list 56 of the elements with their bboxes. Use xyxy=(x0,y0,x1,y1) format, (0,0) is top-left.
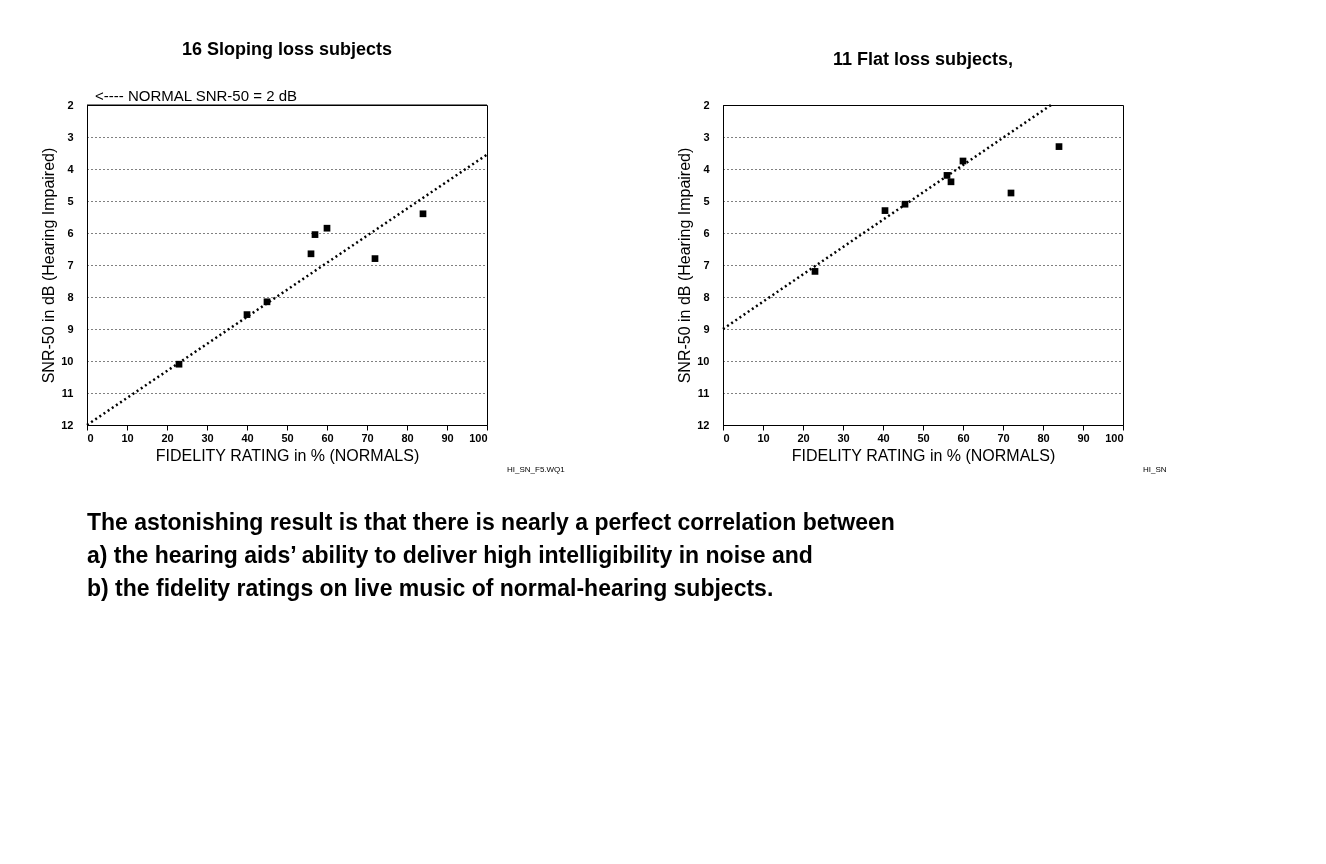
y-axis-title: SNR-50 in dB (Hearing Impaired) xyxy=(40,147,58,384)
x-tick-label: 60 xyxy=(321,431,334,444)
text: b) the fidelity ratings on live music of normal-hearing subjects. xyxy=(87,574,774,601)
y-tick-label: 12 xyxy=(697,418,710,431)
y-tick-label: 10 xyxy=(697,354,710,367)
y-tick-label: 7 xyxy=(703,258,710,271)
x-tick-label: 90 xyxy=(1077,431,1090,444)
y-tick-label: 2 xyxy=(703,98,710,111)
y-tick-label: 6 xyxy=(67,226,74,239)
y-tick-label: 11 xyxy=(61,386,74,399)
text: HI_SN xyxy=(1143,465,1167,474)
y-tick-label: 10 xyxy=(61,354,74,367)
x-tick-label: 20 xyxy=(797,431,810,444)
chart-title: 11 Flat loss subjects, xyxy=(832,49,1014,69)
x-tick-label: 70 xyxy=(997,431,1010,444)
y-tick-label: 11 xyxy=(697,386,710,399)
x-tick-label: 50 xyxy=(281,431,294,444)
y-tick-label: 4 xyxy=(67,162,75,175)
y-tick-label: 8 xyxy=(703,290,710,303)
chart-title: 16 Sloping loss subjects xyxy=(181,39,393,59)
x-axis-title: FIDELITY RATING in % (NORMALS) xyxy=(791,446,1056,464)
x-tick-label: 40 xyxy=(241,431,254,444)
text: The astonishing result is that there is nearly a perfect correlation between xyxy=(87,508,895,535)
y-tick-label: 4 xyxy=(703,162,711,175)
y-tick-label: 6 xyxy=(703,226,710,239)
y-tick-label: 9 xyxy=(67,322,74,335)
x-tick-label: 10 xyxy=(121,431,134,444)
x-axis-title: FIDELITY RATING in % (NORMALS) xyxy=(155,446,420,464)
x-tick-label: 40 xyxy=(877,431,890,444)
x-tick-label: 50 xyxy=(917,431,930,444)
x-tick-label: 0 xyxy=(87,431,94,444)
x-tick-label: 0 xyxy=(723,431,730,444)
x-tick-label: 80 xyxy=(1037,431,1050,444)
y-axis-title: SNR-50 in dB (Hearing Impaired) xyxy=(676,147,694,384)
x-tick-label: 60 xyxy=(957,431,970,444)
text: a) the hearing aids’ ability to deliver high intelligibility in noise and xyxy=(87,541,813,568)
x-tick-label: 80 xyxy=(401,431,414,444)
y-tick-label: 3 xyxy=(67,130,74,143)
y-tick-label: 3 xyxy=(703,130,710,143)
y-tick-label: 5 xyxy=(67,194,74,207)
x-tick-label: 30 xyxy=(201,431,214,444)
x-tick-label: 100 xyxy=(469,431,488,444)
x-tick-label: 10 xyxy=(757,431,770,444)
x-tick-label: 70 xyxy=(361,431,374,444)
y-tick-label: 8 xyxy=(67,290,74,303)
y-tick-label: 9 xyxy=(703,322,710,335)
x-tick-label: 30 xyxy=(837,431,850,444)
ref-line-label: <---- NORMAL SNR-50 = 2 dB xyxy=(95,87,297,104)
y-tick-label: 12 xyxy=(61,418,74,431)
x-tick-label: 100 xyxy=(1105,431,1124,444)
y-tick-label: 5 xyxy=(703,194,710,207)
x-tick-label: 90 xyxy=(441,431,454,444)
y-tick-label: 7 xyxy=(67,258,74,271)
y-tick-label: 2 xyxy=(67,98,74,111)
x-tick-label: 20 xyxy=(161,431,174,444)
text: HI_SN_F5.WQ1 xyxy=(507,465,566,474)
